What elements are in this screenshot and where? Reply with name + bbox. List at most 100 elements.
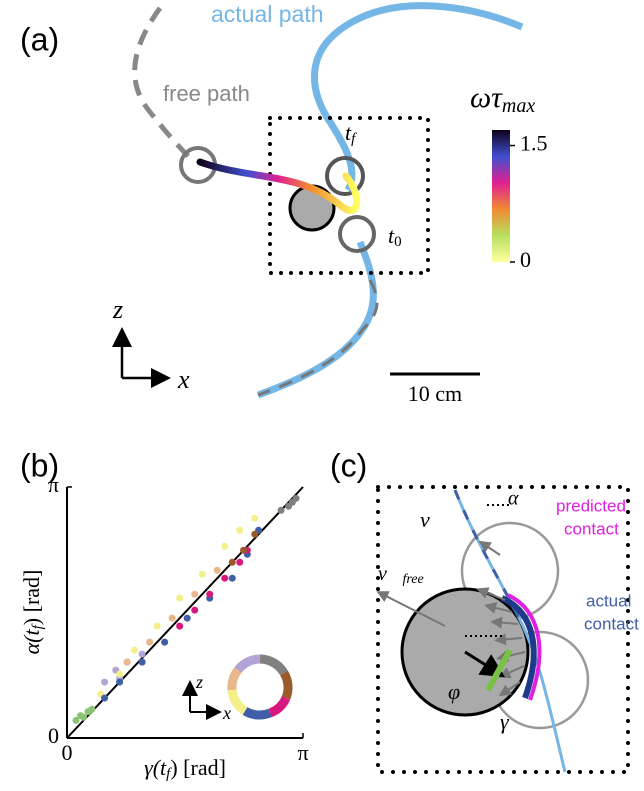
x-tick-label: 0 [62, 740, 73, 765]
point [213, 566, 221, 574]
point [176, 594, 184, 602]
label-part: ) [rad] [19, 570, 44, 626]
subscript: 0 [394, 234, 402, 250]
panel-label: (b) [20, 447, 59, 483]
point [101, 678, 109, 686]
velocity-arrows [376, 540, 526, 697]
inset-z: z [195, 672, 203, 692]
point [131, 646, 139, 654]
label-part: γ(t [144, 755, 167, 780]
label-part: ) [rad] [170, 755, 226, 780]
colorbar-tick-label: 1.5 [520, 131, 548, 156]
t-final-label: tf [345, 120, 357, 147]
y-tick-label: π [48, 472, 59, 497]
subscript: f [30, 623, 46, 629]
x-tick-label: π [297, 740, 308, 765]
predicted-contact-label: contact [564, 519, 619, 538]
robot-outline [338, 215, 376, 253]
trajectory [196, 158, 361, 214]
point [80, 713, 88, 721]
colorbar [492, 130, 510, 262]
label-part: α(t [19, 629, 44, 655]
actual-path [256, 240, 377, 399]
point [183, 614, 191, 622]
subscript: free [402, 572, 423, 587]
y-tick-label: 0 [48, 723, 59, 748]
free-path-label: free path [163, 81, 250, 106]
zoom-box [376, 485, 630, 774]
point [138, 650, 146, 658]
alpha-label: α [508, 488, 519, 510]
point [191, 590, 199, 598]
robot-outline [325, 156, 365, 196]
point [198, 570, 206, 578]
point [138, 658, 146, 666]
point [236, 558, 244, 566]
colorbar-ticks: 01.5 [510, 131, 548, 272]
point [251, 514, 259, 522]
point [292, 494, 300, 502]
point [228, 558, 236, 566]
point [221, 574, 229, 582]
axis-x: x [177, 365, 190, 394]
scale-bar-label: 10 cm [408, 381, 462, 406]
free-path [257, 279, 379, 397]
y-axis-label: α(tf) [rad] [19, 570, 46, 655]
t-zero-label: t0 [388, 223, 402, 250]
normal-arrow [464, 650, 506, 678]
predicted-contact [507, 593, 542, 701]
panel-b: (b) α(tf) [rad] γ(tf) [rad] z x 0 π0π [19, 447, 309, 782]
gamma-label: γ [500, 709, 510, 734]
symbol: v⃗ [378, 563, 402, 585]
subscript: f [351, 131, 357, 147]
symbol: ωτ [470, 81, 503, 114]
point [228, 574, 236, 582]
point [240, 546, 248, 554]
symbol: t [388, 223, 395, 248]
point [116, 678, 124, 686]
point [146, 638, 154, 646]
point [168, 614, 176, 622]
point [72, 716, 80, 724]
actual-contact-label: actual [586, 591, 631, 610]
point [116, 670, 124, 678]
panel-a: (a) actual path free path tf t0 ωτmax 01… [20, 1, 548, 406]
subscript: max [502, 95, 535, 117]
colorbar-tick-label: 0 [520, 247, 531, 272]
inset-ring [227, 654, 293, 720]
point [191, 606, 199, 614]
actual-contact-label: contact [584, 614, 639, 633]
subscript: f [166, 766, 172, 782]
colorbar-label: ωτmax [470, 81, 535, 117]
inset-x: x [222, 703, 231, 723]
free-path [132, 6, 192, 160]
point [206, 590, 214, 598]
point [176, 622, 184, 630]
panel-label: (c) [330, 447, 367, 483]
axis-z: z [112, 295, 123, 324]
point [88, 705, 96, 713]
point [236, 526, 244, 534]
phi-label: φ [448, 679, 460, 704]
panel-label: (a) [20, 21, 59, 57]
velocity-label: v⃗ [420, 507, 447, 532]
point [161, 638, 169, 646]
symbol: t [345, 120, 352, 145]
point [277, 506, 285, 514]
panel-c: (c) α v⃗ predicted contact v⃗free actual… [330, 447, 639, 774]
predicted-contact-label: predicted [556, 496, 626, 515]
actual-path-label: actual path [211, 1, 324, 27]
contact-arrow [485, 648, 513, 692]
point [101, 694, 109, 702]
actual-contact [500, 595, 537, 700]
point [123, 658, 131, 666]
free-velocity-label: v⃗free [378, 563, 424, 588]
x-axis-label: γ(tf) [rad] [144, 755, 226, 782]
zoom-box [268, 116, 430, 275]
point [153, 622, 161, 630]
point [221, 542, 229, 550]
point [251, 530, 259, 538]
actual-path [311, 2, 524, 192]
